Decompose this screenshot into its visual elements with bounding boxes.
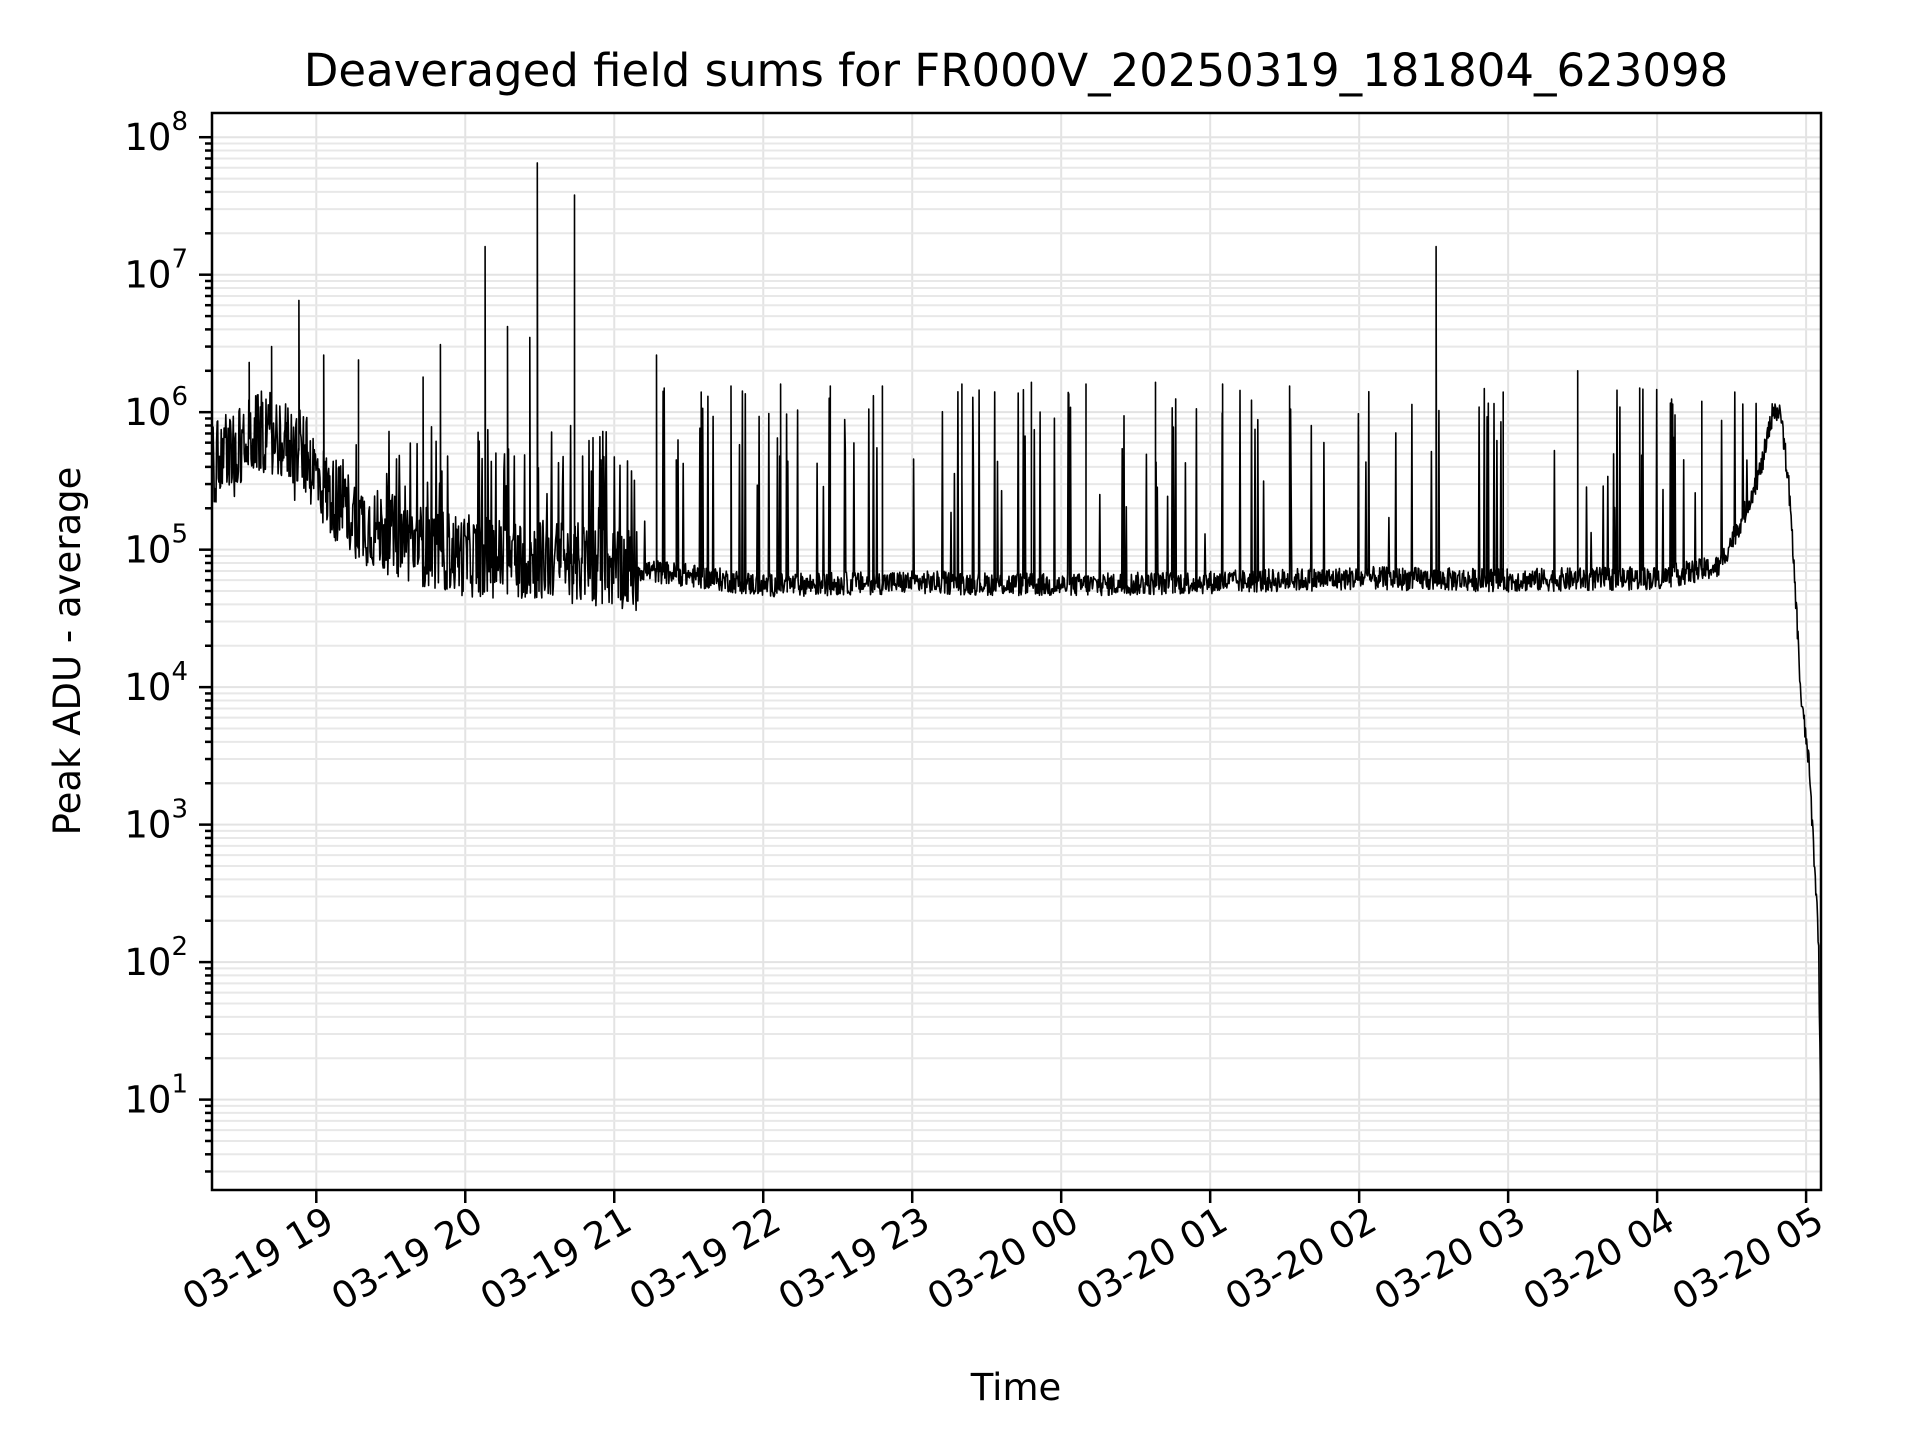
y-tick-label: 105 <box>124 520 188 572</box>
series-group <box>211 162 1822 1152</box>
grid <box>212 113 1821 1190</box>
y-tick-label: 106 <box>124 382 188 434</box>
y-axis: 101 102 103 104 105 106 107 108 <box>124 107 212 1173</box>
chart-title: Deaveraged field sums for FR000V_2025031… <box>304 44 1729 97</box>
y-tick-label: 108 <box>124 107 188 159</box>
y-tick-label: 102 <box>124 932 188 984</box>
series-line <box>211 162 1822 1152</box>
x-axis-label: Time <box>970 1366 1062 1409</box>
y-axis-label: Peak ADU - average <box>46 467 89 836</box>
y-tick-label: 107 <box>124 245 188 297</box>
y-tick-label: 103 <box>124 795 188 847</box>
plot-frame <box>210 111 1823 1192</box>
y-tick-label: 104 <box>124 657 188 709</box>
y-tick-label: 101 <box>124 1070 188 1122</box>
